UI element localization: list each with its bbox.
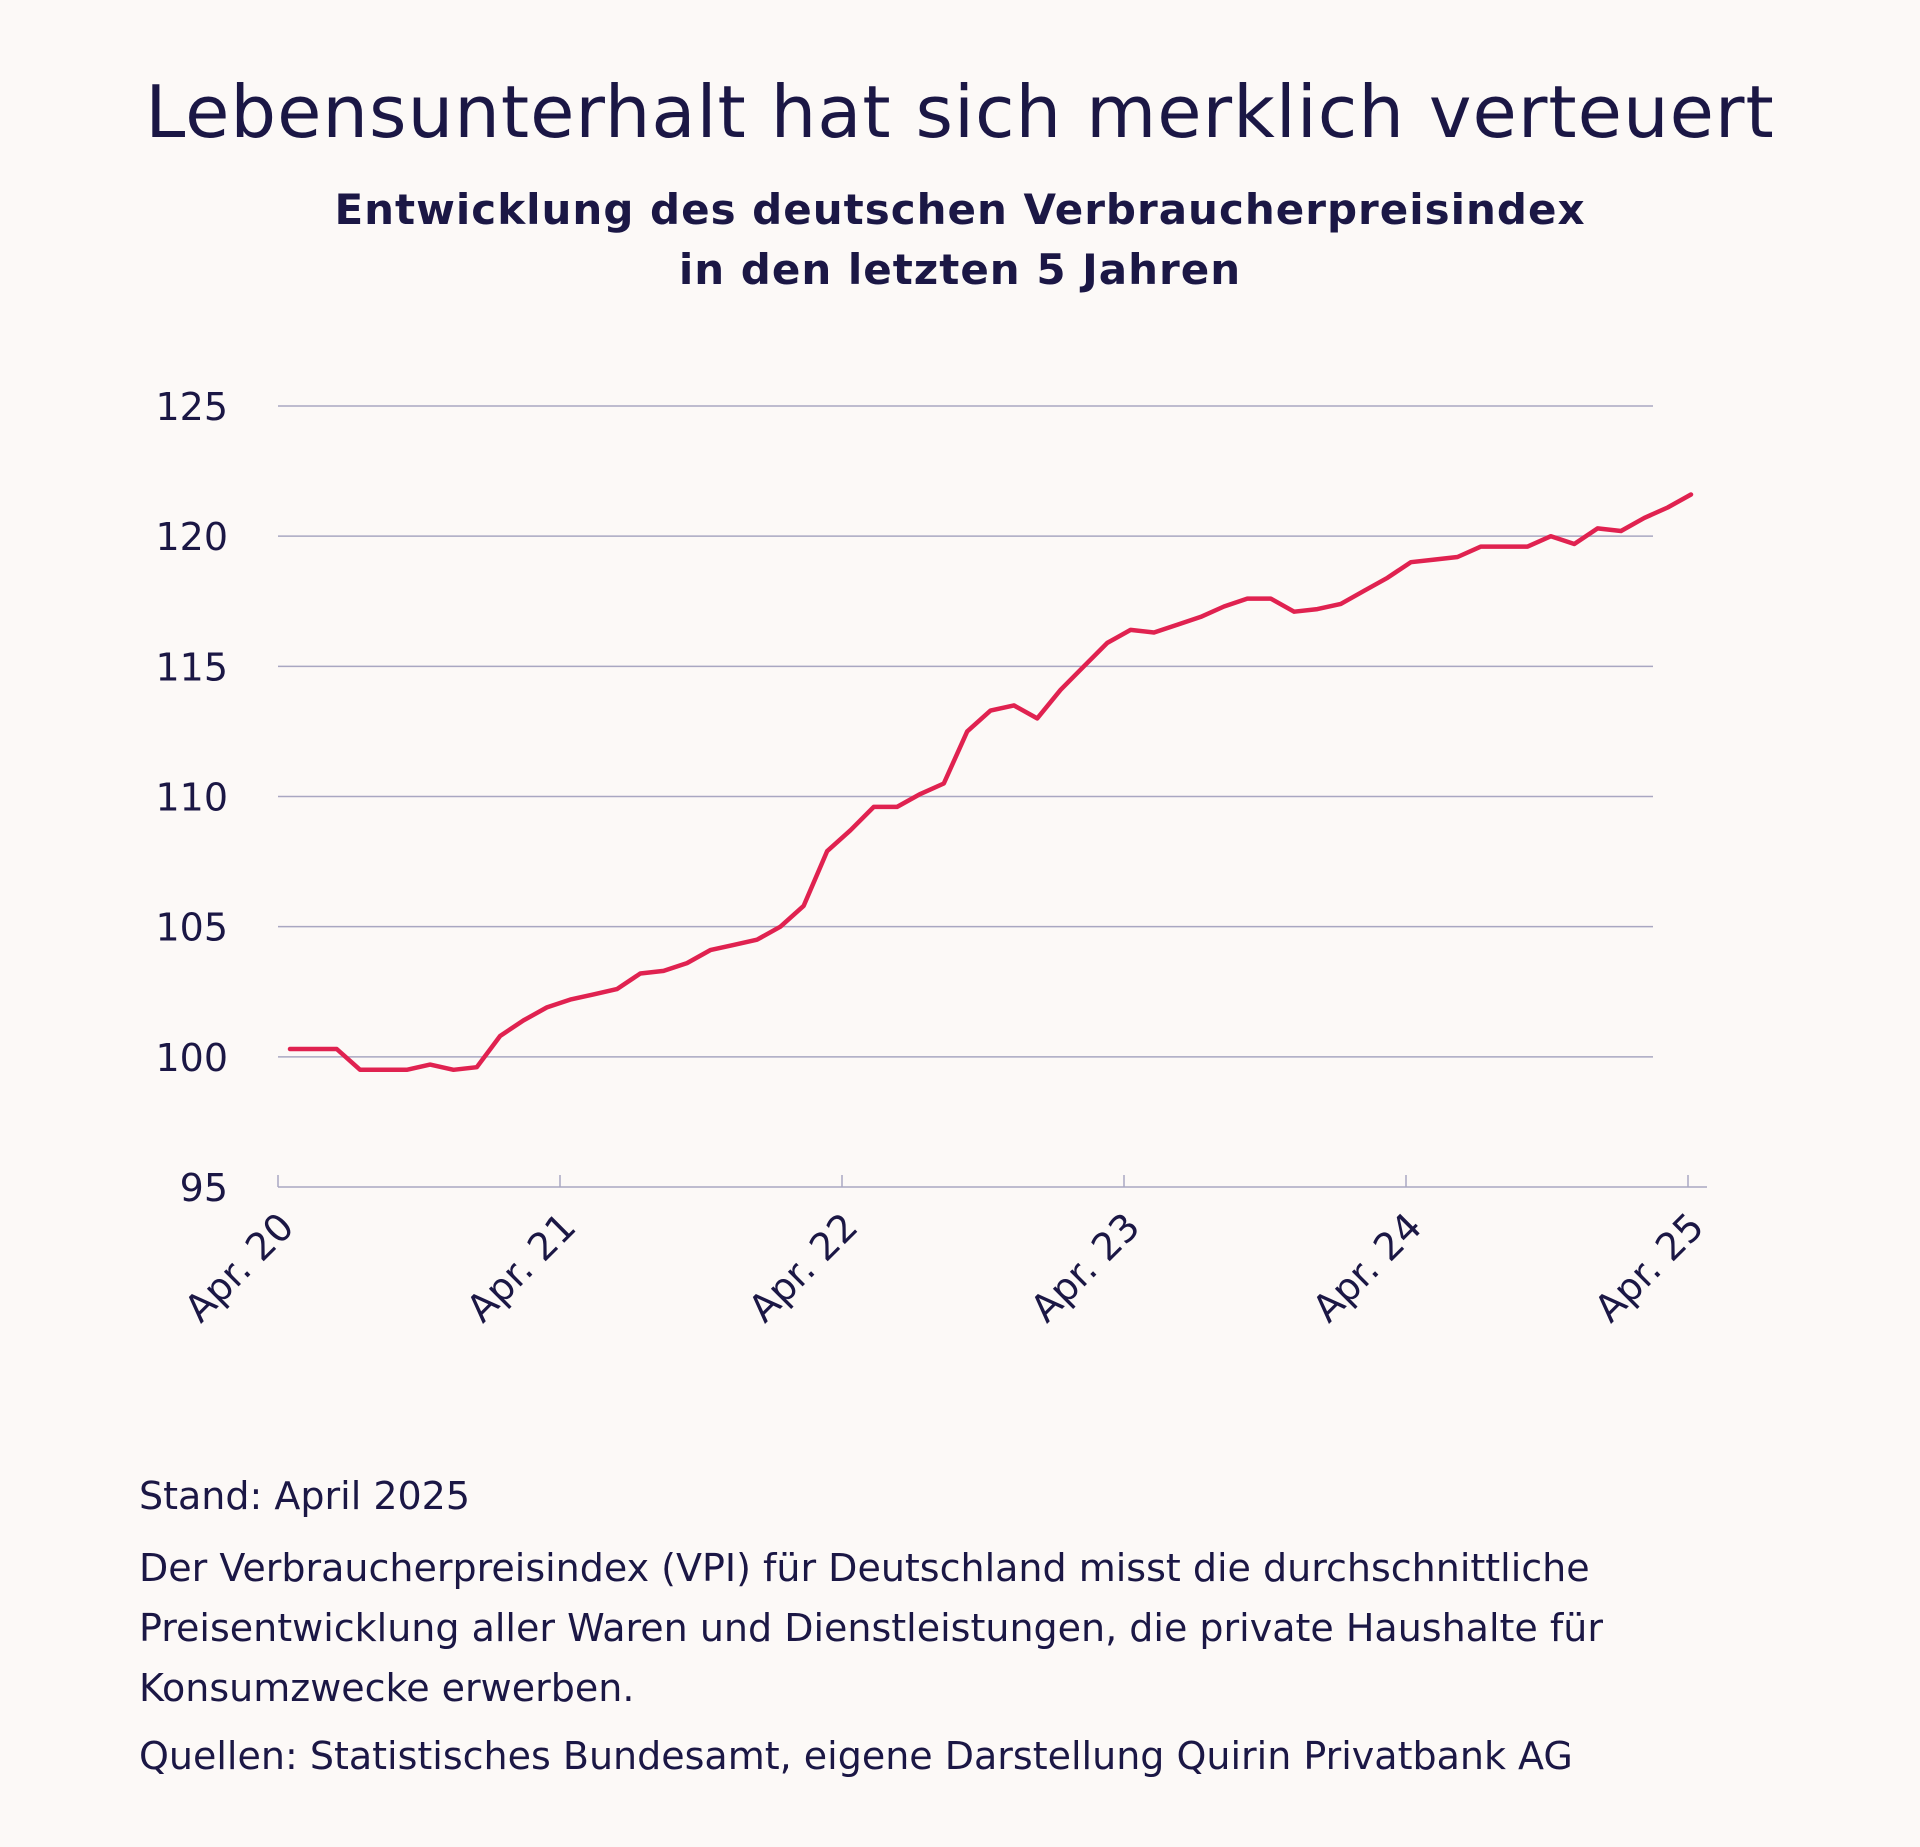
grid-lines — [278, 405, 1653, 1058]
chart-subtitle-line-1: Entwicklung des deutschen Verbraucherpre… — [334, 185, 1586, 234]
y-tick-label-115: 115 — [155, 645, 228, 689]
y-axis-tick-labels: 95 100 105 110 115 120 125 — [155, 385, 228, 1210]
x-tick-label-0: Apr. 20 — [176, 1204, 302, 1330]
y-tick-label-120: 120 — [155, 515, 228, 559]
chart-subtitle-line-2: in den letzten 5 Jahren — [678, 245, 1242, 294]
sources-text: Quellen: Statistisches Bundesamt, eigene… — [139, 1734, 1573, 1778]
x-tick-label-4: Apr. 24 — [1304, 1204, 1430, 1330]
x-tick-label-3: Apr. 23 — [1022, 1204, 1148, 1330]
x-tick-label-2: Apr. 22 — [740, 1204, 866, 1330]
y-tick-label-105: 105 — [155, 906, 228, 950]
x-tick-label-1: Apr. 21 — [458, 1204, 584, 1330]
x-axis: Apr. 20 Apr. 21 Apr. 22 Apr. 23 Apr. 24 Apr. … — [176, 1175, 1712, 1331]
y-tick-label-100: 100 — [155, 1036, 228, 1080]
chart-subtitle: Entwicklung des deutschen Verbraucherpre… — [0, 180, 1920, 300]
y-tick-label-95: 95 — [180, 1166, 228, 1210]
y-tick-label-110: 110 — [155, 776, 228, 820]
description-text: Der Verbraucherpreisindex (VPI) für Deut… — [139, 1546, 1603, 1710]
cpi-series-line — [287, 492, 1694, 1073]
series-layer — [287, 492, 1694, 1073]
y-tick-label-125: 125 — [155, 385, 228, 429]
stand-date: Stand: April 2025 — [139, 1474, 471, 1518]
x-tick-label-5: Apr. 25 — [1586, 1204, 1712, 1330]
chart-title: Lebensunterhalt hat sich merklich verteu… — [145, 70, 1775, 154]
